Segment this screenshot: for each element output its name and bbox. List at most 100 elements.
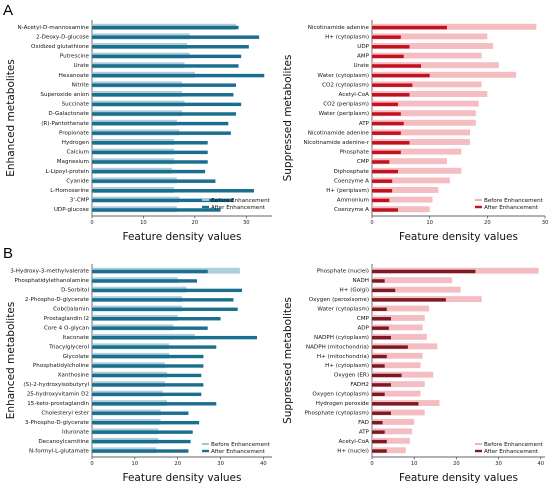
bar-after [372,288,396,293]
bar-after [92,150,208,155]
category-label: Oxidized glutathione [31,44,90,50]
category-label: CO2 (cytoplasm) [322,82,369,88]
category-label: Coenzyme A [334,207,369,213]
bar-before [372,177,450,184]
category-label: 15-keto-prostaglandin [27,401,89,407]
bar-after [92,121,229,126]
bar-after [92,141,208,145]
x-tick-label: 0 [90,220,93,226]
bar-after [372,307,387,311]
bar-after [92,73,265,78]
bar-before [372,52,482,59]
category-label: Cob(I)alamin [53,307,89,313]
category-label: L-Lipoyl-protein [46,169,90,175]
category-label: Magnesium [57,159,89,165]
category-label: Phosphatidylethanolamine [15,278,90,284]
category-label: 3-Hydroxy-3-methylvalerate [10,269,89,275]
legend-label-before: Before Enhancement [484,198,544,204]
y-axis-title: Suppressed metabolites [282,297,294,424]
bar-after [92,45,249,49]
bar-after [92,35,260,39]
category-label: CMP [357,316,370,322]
bar-before [372,362,421,369]
legend-label-after: After Enhancement [211,205,266,211]
category-label: Oxygen (peroxisome) [309,297,369,303]
category-label: H+ (Golgi) [340,288,369,294]
x-axis-title: Feature density values [399,472,518,484]
x-tick-label: 20 [174,461,181,467]
category-label: H+ (cytoplasm) [325,363,369,369]
bar-after [92,345,217,349]
category-label: Nitrite [72,82,90,88]
bar-after [372,269,476,274]
category-label: Core 4 O-glycan [44,325,90,331]
bar-after [92,307,238,311]
bar-before [372,196,433,203]
bar-after [92,354,204,359]
bar-after [92,383,204,387]
bar-after [92,160,208,164]
bar-after [372,373,402,378]
x-tick-label: 30 [542,220,549,226]
category-label: Phosphate (nuclei) [317,269,369,275]
bar-before [372,286,461,293]
category-label: (R)-Pantothenate [41,121,89,127]
x-tick-label: 10 [411,461,418,467]
bar-after [92,373,202,378]
category-label: FAD [358,420,369,426]
category-label: Hydrogen peroxide [316,401,370,407]
bar-before [372,333,427,340]
bar-before [372,43,494,49]
bar-after [372,73,430,78]
bar-after [92,269,208,274]
legend-label-after: After Enhancement [211,449,266,455]
chart-b-enhanced: 0 10 20 30 40 3-Hydroxy-3-methylvalerate Phosp… [5,264,272,484]
x-tick-label: 0 [370,220,373,226]
bar-after [92,93,234,97]
category-label: NADPH (mitochondria) [306,344,369,350]
bar-after [92,288,242,293]
bar-after [92,64,239,68]
category-label: Cyanide [66,178,89,184]
bar-after [372,160,390,164]
bar-after [372,169,398,174]
category-label: N-Acetyl-D-mannosamine [18,25,90,31]
category-label: Xanthosine [58,373,90,379]
x-tick-label: 10 [426,220,433,226]
bar-after [372,279,385,283]
category-label: Urate [74,63,90,69]
bar-after [372,430,385,434]
bar-after [92,189,254,193]
category-label: Nicotinamide adenine [308,25,370,31]
bar-after [372,335,391,340]
category-label: AMP [357,54,370,60]
bar-before [372,409,425,416]
bar-before [372,390,421,397]
bar-after [92,411,189,415]
x-axis-title: Feature density values [122,231,241,243]
y-axis-title: Suppressed metabolites [282,55,294,182]
bar-after [372,298,446,302]
category-label: H+ (periplasm) [326,188,369,194]
category-label: NADPH (cytoplasm) [314,335,369,341]
x-tick-label: 0 [90,461,93,467]
bar-before [372,324,423,331]
category-label: Succinate [62,102,90,108]
x-tick-label: 10 [140,220,147,226]
bar-after [372,354,387,359]
bar-after [92,179,216,183]
bar-after [92,279,197,283]
category-label: ATP [359,121,370,127]
bar-after [92,430,193,434]
category-label: Decanoylcarnitine [38,439,89,445]
category-label: Superoxide anion [40,92,89,98]
bar-after [372,45,410,49]
category-label: Oxygen (ER) [334,373,369,379]
category-label: Putrescine [60,54,90,60]
bar-after [92,364,204,368]
bar-before [372,418,415,425]
x-tick-label: 20 [192,220,199,226]
bar-after [372,392,385,397]
bar-before [372,352,423,359]
category-label: Iduronate [62,429,90,435]
